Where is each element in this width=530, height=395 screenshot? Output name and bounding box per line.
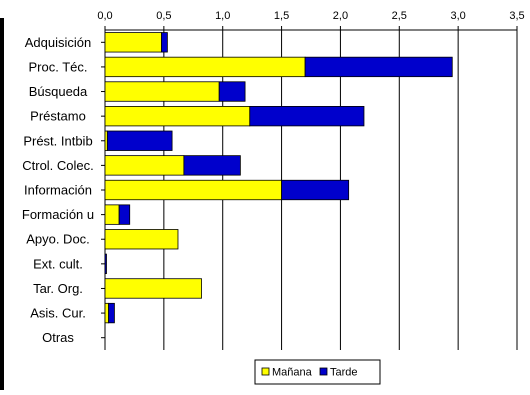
y-tick-label: Asis. Cur. <box>30 306 86 321</box>
y-tick-label: Búsqueda <box>29 84 88 99</box>
bar-tarde <box>118 204 131 225</box>
y-tick-label: Proc. Téc. <box>28 59 87 74</box>
bar-manana <box>104 179 282 201</box>
legend-swatch-manana <box>261 367 270 376</box>
left-border-bar <box>0 18 4 390</box>
bar-manana <box>104 204 120 225</box>
y-tick-label: Adquisición <box>25 35 92 50</box>
y-tick-label: Tar. Org. <box>33 281 83 296</box>
bar-manana <box>104 229 179 250</box>
y-tick-label: Información <box>24 183 92 198</box>
x-tick-label: 3,0 <box>450 10 465 22</box>
x-tick-label: 2,5 <box>392 10 407 22</box>
legend <box>254 359 381 385</box>
bar-tarde <box>108 302 115 324</box>
bar-manana <box>104 106 251 127</box>
bar-tarde <box>104 253 107 274</box>
x-tick-label: 1,5 <box>274 10 289 22</box>
y-tick-label: Ctrol. Colec. <box>22 158 94 173</box>
bar-manana <box>104 56 306 78</box>
bar-manana <box>104 302 109 324</box>
x-tick-label: 3,5 <box>509 10 524 22</box>
y-tick-label: Formación u <box>22 207 94 222</box>
y-tick-label: Ext. cult. <box>33 256 83 271</box>
bar-tarde <box>218 81 246 102</box>
bar-tarde <box>304 56 453 78</box>
legend-swatch-tarde <box>319 367 328 376</box>
legend-label-tarde: Tarde <box>330 367 358 379</box>
bar-tarde <box>249 106 365 127</box>
bar-manana <box>104 32 162 53</box>
bar-tarde <box>161 32 168 53</box>
legend-label-manana: Mañana <box>272 367 313 379</box>
y-tick-label: Apyo. Doc. <box>26 232 90 247</box>
x-tick-label: 1,0 <box>215 10 230 22</box>
bar-tarde <box>183 155 241 176</box>
bar-manana <box>104 81 220 102</box>
bar-tarde <box>281 179 350 201</box>
bar-manana <box>104 278 202 299</box>
x-tick-label: 0,0 <box>97 10 112 22</box>
bar-tarde <box>106 130 173 151</box>
bar-manana <box>104 155 185 176</box>
x-tick-label: 0,5 <box>156 10 171 22</box>
x-tick-label: 2,0 <box>333 10 348 22</box>
y-tick-label: Otras <box>42 330 74 345</box>
y-tick-label: Prést. Intbib <box>23 133 92 148</box>
y-tick-label: Préstamo <box>30 109 86 124</box>
